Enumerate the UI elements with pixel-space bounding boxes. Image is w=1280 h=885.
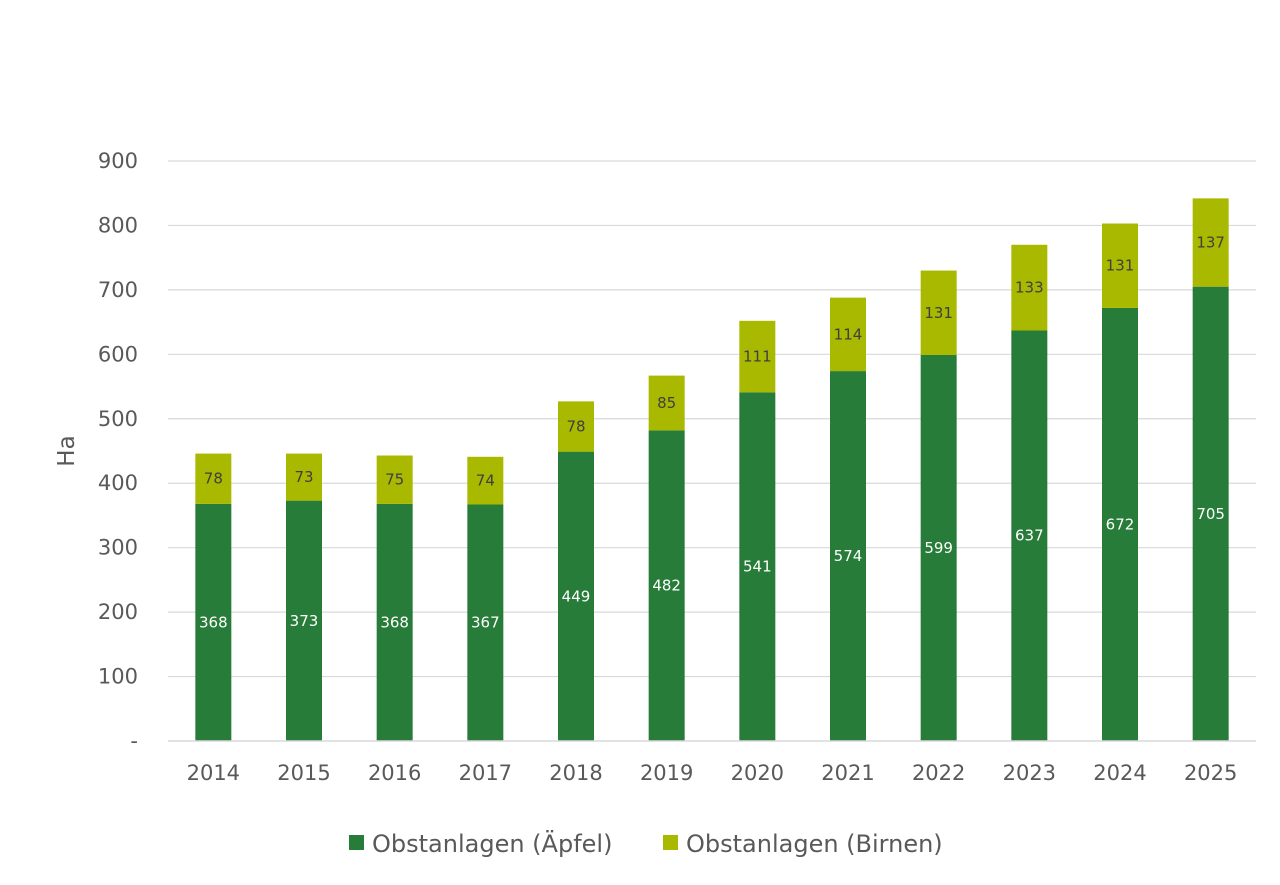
data-label: 599: [924, 539, 953, 557]
x-tick-label: 2017: [459, 761, 512, 785]
y-tick-label: -: [130, 729, 138, 753]
bar-pears: [920, 270, 957, 355]
bar-apples: [739, 392, 776, 741]
bar-pears: [1192, 198, 1229, 287]
data-label: 131: [1106, 257, 1135, 275]
bar-apples: [558, 451, 594, 741]
data-label: 637: [1015, 527, 1044, 545]
data-label: 373: [290, 612, 319, 630]
bar-pears: [648, 375, 685, 431]
y-tick-label: 900: [98, 149, 138, 173]
bar-pears: [830, 297, 866, 372]
data-label: 75: [385, 471, 404, 489]
bar-pears: [1102, 223, 1138, 308]
bar-pears: [739, 320, 776, 393]
bar-pears: [558, 401, 594, 452]
bar-apples: [1192, 286, 1229, 741]
data-label: 672: [1106, 515, 1135, 533]
bars: 368 78 373 73 368 75 367 74 449 78 482 85 541 111 574 1…: [195, 198, 1229, 741]
x-tick-label: 2016: [368, 761, 421, 785]
data-label: 78: [566, 418, 585, 436]
data-label: 85: [657, 394, 676, 412]
data-label: 78: [204, 470, 223, 488]
data-label: 111: [743, 348, 772, 366]
y-axis-ticks: - 100 200 300 400 500 600 700 800 900: [98, 149, 138, 753]
bar-apples: [1011, 330, 1048, 741]
x-tick-label: 2019: [640, 761, 693, 785]
x-tick-label: 2018: [549, 761, 602, 785]
data-label: 114: [834, 325, 863, 343]
bar-pears: [1011, 244, 1048, 331]
data-label: 133: [1015, 279, 1044, 297]
legend-label: Obstanlagen (Äpfel): [372, 829, 612, 858]
x-tick-label: 2022: [912, 761, 965, 785]
y-tick-label: 100: [98, 665, 138, 689]
data-label: 74: [476, 472, 495, 490]
bar-pears: [467, 456, 504, 505]
legend-swatch: [349, 835, 364, 850]
data-label: 137: [1196, 234, 1225, 252]
data-label: 449: [562, 587, 591, 605]
x-tick-label: 2023: [1003, 761, 1056, 785]
bar-apples: [920, 354, 957, 741]
bar-apples: [195, 503, 232, 741]
y-tick-label: 600: [98, 342, 138, 366]
x-tick-label: 2024: [1093, 761, 1146, 785]
data-label: 131: [924, 304, 953, 322]
x-tick-label: 2021: [821, 761, 874, 785]
data-label: 368: [199, 613, 228, 631]
legend: Obstanlagen (Äpfel) Obstanlagen (Birnen): [349, 829, 943, 858]
x-tick-label: 2025: [1184, 761, 1237, 785]
bar-pears: [376, 455, 413, 504]
y-tick-label: 400: [98, 471, 138, 495]
data-label: 541: [743, 558, 772, 576]
data-label: 73: [294, 468, 313, 486]
legend-swatch: [663, 835, 678, 850]
legend-label: Obstanlagen (Birnen): [686, 830, 943, 858]
bar-apples: [376, 503, 413, 741]
data-label: 482: [652, 577, 681, 595]
gridlines: [168, 160, 1256, 678]
x-tick-label: 2020: [731, 761, 784, 785]
data-label: 705: [1196, 505, 1225, 523]
bar-apples: [648, 430, 685, 741]
bar-apples: [1102, 307, 1138, 741]
data-label: 574: [834, 547, 863, 565]
y-tick-label: 300: [98, 536, 138, 560]
bar-apples: [467, 504, 504, 741]
bar-pears: [195, 453, 232, 504]
bar-apples: [830, 371, 866, 741]
y-axis-label: Ha: [54, 435, 80, 466]
y-tick-label: 200: [98, 600, 138, 624]
bar-apples: [286, 500, 322, 741]
x-tick-label: 2015: [277, 761, 330, 785]
y-tick-label: 800: [98, 213, 138, 237]
x-axis-ticks: 2014 2015 2016 2017 2018 2019 2020 2021 2022 2023…: [187, 761, 1238, 785]
x-tick-label: 2014: [187, 761, 240, 785]
y-tick-label: 700: [98, 278, 138, 302]
data-label: 368: [380, 613, 409, 631]
bar-pears: [286, 453, 322, 501]
data-label: 367: [471, 614, 500, 632]
y-tick-label: 500: [98, 407, 138, 431]
